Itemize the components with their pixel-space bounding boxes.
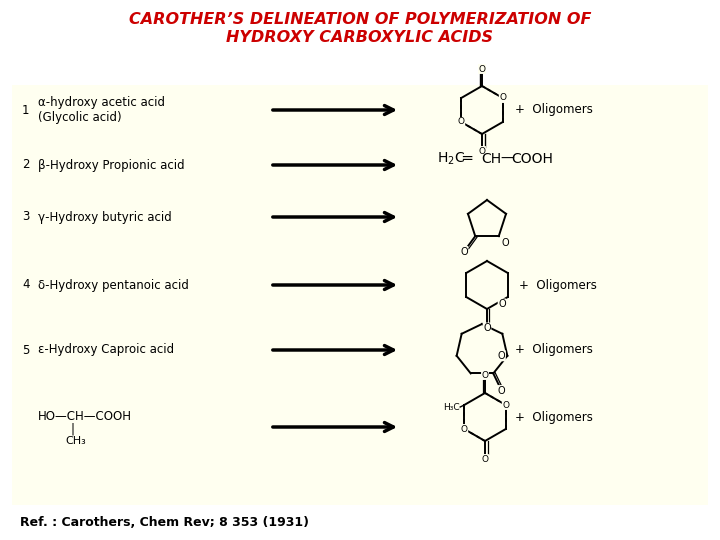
Text: O: O — [458, 118, 464, 126]
Text: HO—CH—COOH: HO—CH—COOH — [38, 410, 132, 423]
Text: O: O — [483, 323, 491, 333]
Text: 5: 5 — [22, 343, 30, 356]
Bar — [12, 85, 708, 505]
Text: O: O — [479, 146, 485, 156]
Text: ε-Hydroxy Caproic acid: ε-Hydroxy Caproic acid — [38, 343, 174, 356]
Text: +  Oligomers: + Oligomers — [515, 343, 593, 356]
Text: 2: 2 — [22, 159, 30, 172]
Text: O: O — [460, 247, 468, 256]
Text: COOH: COOH — [511, 152, 553, 166]
Text: +  Oligomers: + Oligomers — [515, 410, 593, 423]
Text: O: O — [498, 351, 505, 361]
Text: β-Hydroxy Propionic acid: β-Hydroxy Propionic acid — [38, 159, 184, 172]
Text: O: O — [503, 401, 509, 409]
Text: CAROTHER’S DELINEATION OF POLYMERIZATION OF: CAROTHER’S DELINEATION OF POLYMERIZATION… — [129, 12, 591, 28]
Text: 4: 4 — [22, 279, 30, 292]
Text: O: O — [498, 299, 505, 309]
Text: ═: ═ — [462, 152, 472, 166]
Text: HYDROXY CARBOXYLIC ACIDS: HYDROXY CARBOXYLIC ACIDS — [227, 30, 493, 44]
Text: O: O — [461, 424, 468, 434]
Text: γ-Hydroxy butyric acid: γ-Hydroxy butyric acid — [38, 211, 172, 224]
Text: δ-Hydroxy pentanoic acid: δ-Hydroxy pentanoic acid — [38, 279, 189, 292]
Text: |: | — [70, 422, 74, 435]
Text: O: O — [482, 370, 488, 380]
Text: H₃C: H₃C — [444, 402, 460, 411]
Text: O: O — [502, 238, 509, 248]
Text: 1: 1 — [22, 104, 30, 117]
Text: O: O — [479, 64, 485, 73]
Text: CH: CH — [481, 152, 501, 166]
Text: O: O — [499, 93, 506, 103]
Text: $\mathregular{H_2C}$: $\mathregular{H_2C}$ — [437, 151, 465, 167]
Text: Ref. : Carothers, Chem Rev; 8 353 (1931): Ref. : Carothers, Chem Rev; 8 353 (1931) — [20, 516, 309, 529]
Text: α-hydroxy acetic acid
(Glycolic acid): α-hydroxy acetic acid (Glycolic acid) — [38, 96, 165, 124]
Text: +  Oligomers: + Oligomers — [519, 279, 597, 292]
Text: —: — — [500, 152, 514, 166]
Text: +  Oligomers: + Oligomers — [515, 104, 593, 117]
Text: 3: 3 — [22, 211, 30, 224]
Text: O: O — [498, 386, 505, 395]
Text: CH₃: CH₃ — [65, 436, 86, 446]
Text: O: O — [482, 455, 488, 463]
